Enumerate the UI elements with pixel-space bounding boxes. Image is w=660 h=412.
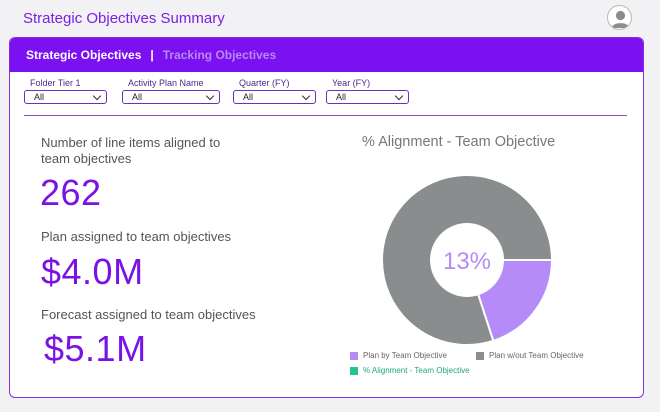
legend-swatch [476, 351, 484, 360]
chart-title: % Alignment - Team Objective [362, 134, 556, 150]
user-avatar-icon[interactable] [607, 5, 632, 30]
chevron-down-icon [301, 91, 311, 101]
folder-tier-select[interactable]: All [24, 90, 107, 104]
chevron-down-icon [394, 91, 404, 101]
quarter-select[interactable]: All [233, 90, 316, 104]
tab-tracking-objectives[interactable]: Tracking Objectives [162, 48, 277, 62]
legend-label: % Alignment - Team Objective [363, 366, 470, 375]
line-items-value: 262 [40, 172, 102, 213]
divider [24, 115, 627, 116]
forecast-label: Forecast assigned to team objectives [41, 307, 256, 322]
select-value: All [34, 92, 45, 102]
plan-label: Plan assigned to team objectives [41, 229, 232, 244]
chevron-down-icon [205, 91, 215, 101]
filter-label: Activity Plan Name [128, 78, 204, 88]
select-value: All [132, 92, 143, 102]
tab-strategic-objectives[interactable]: Strategic Objectives [26, 48, 142, 62]
legend-swatch [350, 351, 358, 360]
select-value: All [336, 92, 347, 102]
activity-plan-select[interactable]: All [122, 90, 220, 104]
forecast-value: $5.1M [44, 328, 147, 369]
chevron-down-icon [92, 91, 102, 101]
tab-separator: | [150, 48, 154, 62]
legend-item-plan-by: Plan by Team Objective [350, 351, 447, 360]
alignment-donut-chart: 13% [382, 175, 552, 345]
legend-item-plan-without: Plan w/out Team Objective [476, 351, 584, 360]
year-select[interactable]: All [326, 90, 409, 104]
donut-center-label: 13% [443, 248, 491, 275]
filter-folder-tier: Folder Tier 1 All [24, 78, 107, 104]
legend-label: Plan by Team Objective [363, 351, 447, 360]
donut-hole [430, 223, 504, 297]
legend-swatch [350, 366, 358, 375]
legend-label: Plan w/out Team Objective [489, 351, 584, 360]
select-value: All [243, 92, 254, 102]
filter-quarter: Quarter (FY) All [233, 78, 316, 104]
plan-value: $4.0M [41, 251, 144, 292]
tab-bar: Strategic Objectives | Tracking Objectiv… [10, 38, 643, 72]
page-title: Strategic Objectives Summary [23, 10, 225, 27]
filter-bar: Folder Tier 1 All Activity Plan Name All… [24, 78, 643, 108]
line-items-label: Number of line items aligned to team obj… [41, 135, 221, 166]
filter-label: Quarter (FY) [239, 78, 290, 88]
filter-label: Folder Tier 1 [30, 78, 81, 88]
filter-label: Year (FY) [332, 78, 371, 88]
filter-year: Year (FY) All [326, 78, 409, 104]
summary-card: Strategic Objectives | Tracking Objectiv… [9, 37, 644, 398]
legend-item-alignment: % Alignment - Team Objective [350, 366, 470, 375]
filter-activity-plan: Activity Plan Name All [122, 78, 220, 104]
